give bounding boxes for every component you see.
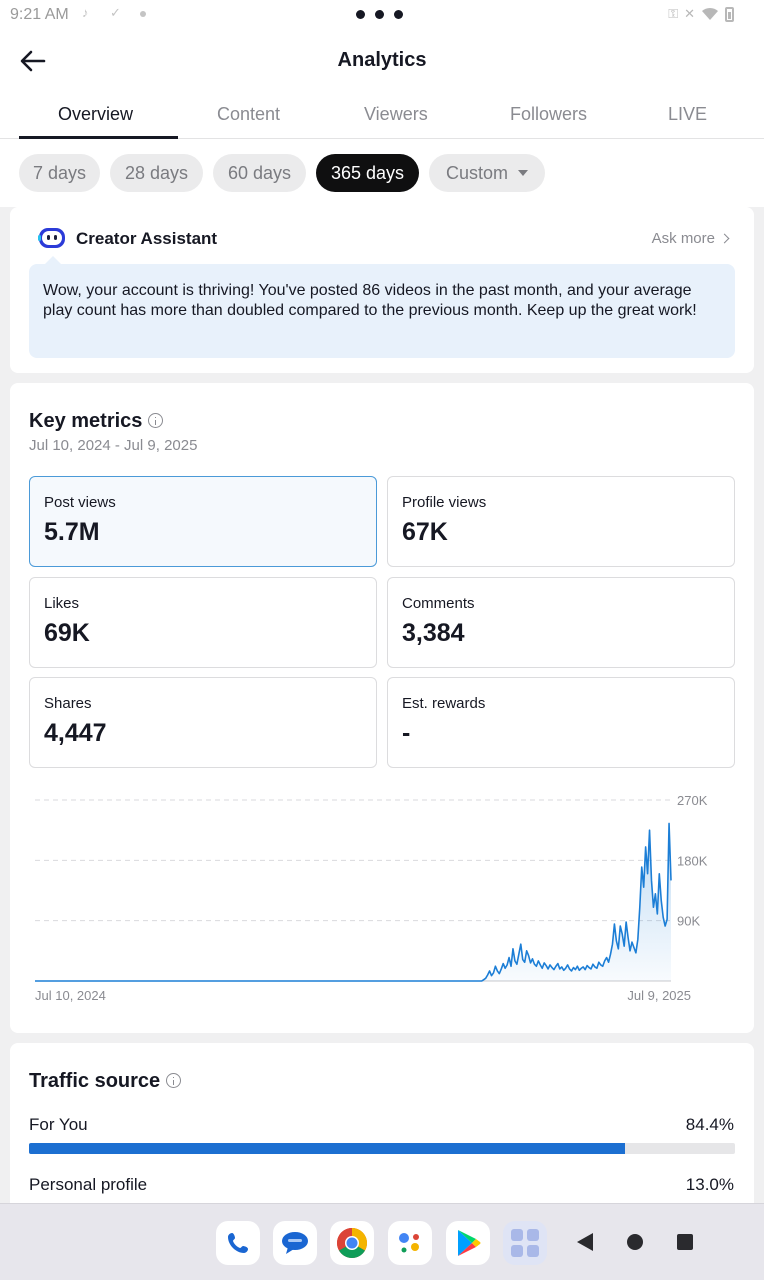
metric-value: 3,384 bbox=[402, 619, 465, 647]
tab-bar: Overview Content Viewers Followers LIVE bbox=[0, 92, 764, 139]
metric-label: Shares bbox=[44, 695, 92, 712]
metric-label: Likes bbox=[44, 595, 80, 612]
info-icon[interactable] bbox=[148, 413, 164, 428]
metric-value: 69K bbox=[44, 619, 90, 647]
creator-assistant-card: Creator Assistant Ask more Wow, your acc… bbox=[10, 207, 754, 373]
tab-followers[interactable]: Followers bbox=[510, 104, 588, 124]
status-icons: ⚿ ✕ bbox=[668, 6, 734, 22]
chevron-right-icon bbox=[719, 233, 730, 244]
assistant-app-icon[interactable] bbox=[388, 1221, 432, 1265]
nav-recents-icon[interactable] bbox=[676, 1233, 694, 1251]
metric-label: Est. rewards bbox=[402, 695, 486, 712]
creator-assistant-title: Creator Assistant bbox=[76, 229, 218, 248]
tab-active-indicator bbox=[19, 136, 178, 139]
system-nav-bar bbox=[0, 1203, 764, 1280]
key-metrics-card: Key metrics Jul 10, 2024 - Jul 9, 2025 P… bbox=[10, 383, 754, 1033]
range-365-days[interactable]: 365 days bbox=[316, 154, 419, 192]
caret-down-icon bbox=[518, 170, 528, 176]
traffic-label-for-you: For You bbox=[29, 1115, 88, 1134]
metric-label: Post views bbox=[44, 494, 116, 511]
metric-value: 4,447 bbox=[44, 719, 107, 747]
traffic-pct-personal-profile: 13.0% bbox=[685, 1175, 734, 1194]
range-custom-label: Custom bbox=[445, 162, 508, 183]
metric-tile-post-views[interactable]: Post views 5.7M bbox=[29, 476, 377, 567]
date-range-selector: 7 days 28 days 60 days 365 days Custom bbox=[0, 139, 764, 207]
app-drawer-icon[interactable] bbox=[503, 1221, 547, 1265]
range-28-days[interactable]: 28 days bbox=[110, 154, 203, 192]
metric-tile-comments[interactable]: Comments 3,384 bbox=[387, 577, 735, 668]
metric-value: 5.7M bbox=[44, 518, 100, 546]
traffic-source-title-text: Traffic source bbox=[29, 1070, 161, 1092]
notification-icon: ♪ bbox=[82, 5, 89, 20]
battery-icon bbox=[725, 6, 734, 22]
metric-value: - bbox=[402, 719, 411, 747]
page-title: Analytics bbox=[337, 49, 427, 71]
metric-value: 67K bbox=[402, 518, 448, 546]
tab-viewers[interactable]: Viewers bbox=[364, 104, 428, 124]
play-store-app-icon[interactable] bbox=[446, 1221, 490, 1265]
status-bar: 9:21 AM ♪ ✓ ⚿ ✕ bbox=[0, 0, 764, 30]
traffic-source-title: Traffic source bbox=[29, 1070, 182, 1093]
traffic-source-card: Traffic source For You 84.4% Personal pr… bbox=[10, 1043, 754, 1214]
tab-content[interactable]: Content bbox=[217, 104, 281, 124]
y-tick-label: 180K bbox=[677, 853, 708, 868]
info-icon[interactable] bbox=[166, 1073, 182, 1088]
ask-more-link[interactable]: Ask more bbox=[651, 230, 730, 247]
chart-area-fill bbox=[35, 823, 671, 981]
range-custom[interactable]: Custom bbox=[429, 154, 545, 192]
key-metrics-date-range: Jul 10, 2024 - Jul 9, 2025 bbox=[29, 437, 198, 454]
x-tick-label: Jul 9, 2025 bbox=[627, 988, 691, 1003]
phone-app-icon[interactable] bbox=[216, 1221, 260, 1265]
creator-assistant-logo-icon bbox=[38, 228, 65, 248]
range-7-days[interactable]: 7 days bbox=[19, 154, 100, 192]
wifi-icon bbox=[702, 7, 718, 20]
check-icon: ✓ bbox=[110, 5, 121, 20]
more-dots-icon[interactable] bbox=[356, 10, 403, 19]
traffic-bar-for-you bbox=[29, 1143, 735, 1154]
messages-app-icon[interactable] bbox=[273, 1221, 317, 1265]
key-metrics-title-text: Key metrics bbox=[29, 410, 143, 432]
key-metrics-title: Key metrics bbox=[29, 410, 164, 433]
post-views-chart: 90K 180K 270K Jul 10, 2024 Jul 9, 2025 bbox=[35, 793, 708, 1003]
tab-overview[interactable]: Overview bbox=[58, 104, 134, 124]
status-time: 9:21 AM bbox=[10, 6, 69, 23]
nav-home-icon[interactable] bbox=[626, 1233, 644, 1251]
assistant-message: Wow, your account is thriving! You've po… bbox=[29, 256, 735, 358]
metric-label: Comments bbox=[402, 595, 475, 612]
metric-tile-likes[interactable]: Likes 69K bbox=[29, 577, 377, 668]
range-60-days[interactable]: 60 days bbox=[213, 154, 306, 192]
metric-tile-profile-views[interactable]: Profile views 67K bbox=[387, 476, 735, 567]
chrome-app-icon[interactable] bbox=[330, 1221, 374, 1265]
x-tick-label: Jul 10, 2024 bbox=[35, 988, 106, 1003]
traffic-bar-fill bbox=[29, 1143, 625, 1154]
traffic-pct-for-you: 84.4% bbox=[685, 1115, 734, 1134]
tab-live[interactable]: LIVE bbox=[668, 104, 708, 124]
traffic-label-personal-profile: Personal profile bbox=[29, 1175, 148, 1194]
metric-tile-shares[interactable]: Shares 4,447 bbox=[29, 677, 377, 768]
metric-tile-est-rewards[interactable]: Est. rewards - bbox=[387, 677, 735, 768]
key-icon: ⚿ bbox=[668, 6, 679, 21]
header: Analytics bbox=[0, 30, 764, 92]
metric-label: Profile views bbox=[402, 494, 487, 511]
y-tick-label: 270K bbox=[677, 793, 708, 808]
nav-back-icon[interactable] bbox=[576, 1232, 594, 1252]
mute-icon: ✕ bbox=[684, 6, 695, 21]
chart-series-line bbox=[35, 822, 672, 982]
ask-more-label: Ask more bbox=[651, 230, 715, 247]
y-tick-label: 90K bbox=[677, 914, 700, 929]
dot-icon bbox=[140, 11, 146, 17]
back-arrow-icon[interactable] bbox=[18, 46, 48, 76]
